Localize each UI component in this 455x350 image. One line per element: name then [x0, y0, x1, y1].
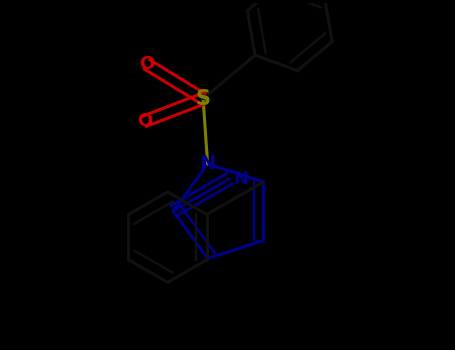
Text: S: S: [196, 89, 211, 109]
Text: N: N: [233, 170, 248, 188]
Text: N: N: [199, 154, 216, 173]
Text: O: O: [139, 55, 155, 74]
Text: O: O: [136, 112, 152, 130]
